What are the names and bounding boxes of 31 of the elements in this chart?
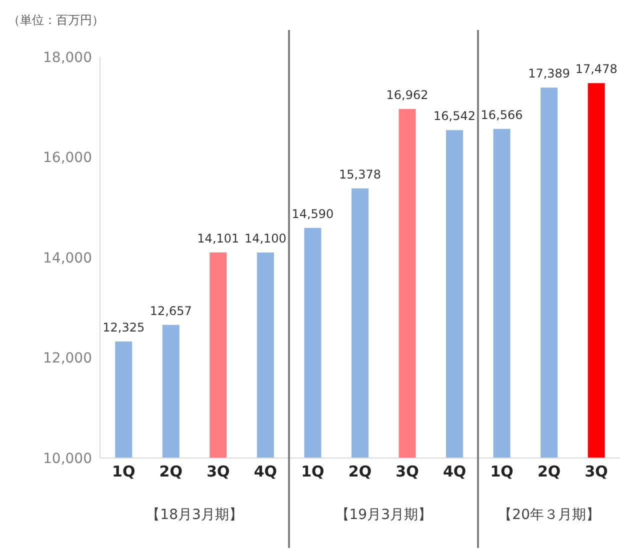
x-tick-label: 3Q (206, 462, 230, 481)
y-tick-label: 14,000 (43, 250, 92, 266)
x-tick-label: 1Q (490, 462, 514, 481)
data-label: 16,542 (434, 109, 476, 124)
data-label: 16,962 (386, 88, 428, 102)
x-tick-label: 2Q (537, 462, 561, 481)
data-label: 17,478 (575, 62, 618, 76)
x-tick-label: 3Q (584, 462, 608, 481)
data-label: 14,101 (197, 231, 240, 246)
x-tick-label: 1Q (301, 462, 324, 481)
x-tick-label: 3Q (396, 462, 419, 481)
y-tick-label: 18,000 (43, 50, 92, 66)
y-axis-title: （単位：百万円） (8, 12, 104, 29)
y-tick-label: 16,000 (43, 150, 92, 166)
x-tick-label: 1Q (112, 462, 136, 481)
x-tick-label: 2Q (159, 462, 183, 481)
text: 【18月3月期】 (145, 506, 244, 524)
y-tick-label: 12,000 (43, 350, 92, 367)
data-label: 14,590 (292, 206, 334, 221)
text: 【20年３月期】 (497, 506, 601, 524)
data-label: 15,378 (338, 167, 381, 182)
data-label: 12,657 (150, 304, 192, 318)
data-label: 12,325 (102, 320, 145, 334)
x-tick-label: 2Q (348, 462, 372, 481)
data-label: 14,100 (244, 231, 286, 246)
y-tick-label: 10,000 (43, 450, 92, 467)
data-label: 16,566 (480, 108, 523, 122)
x-tick-label: 4Q (442, 462, 466, 481)
data-label: 17,389 (528, 66, 570, 81)
x-tick-label: 4Q (254, 462, 278, 481)
text: 【19月3月期】 (334, 506, 433, 524)
